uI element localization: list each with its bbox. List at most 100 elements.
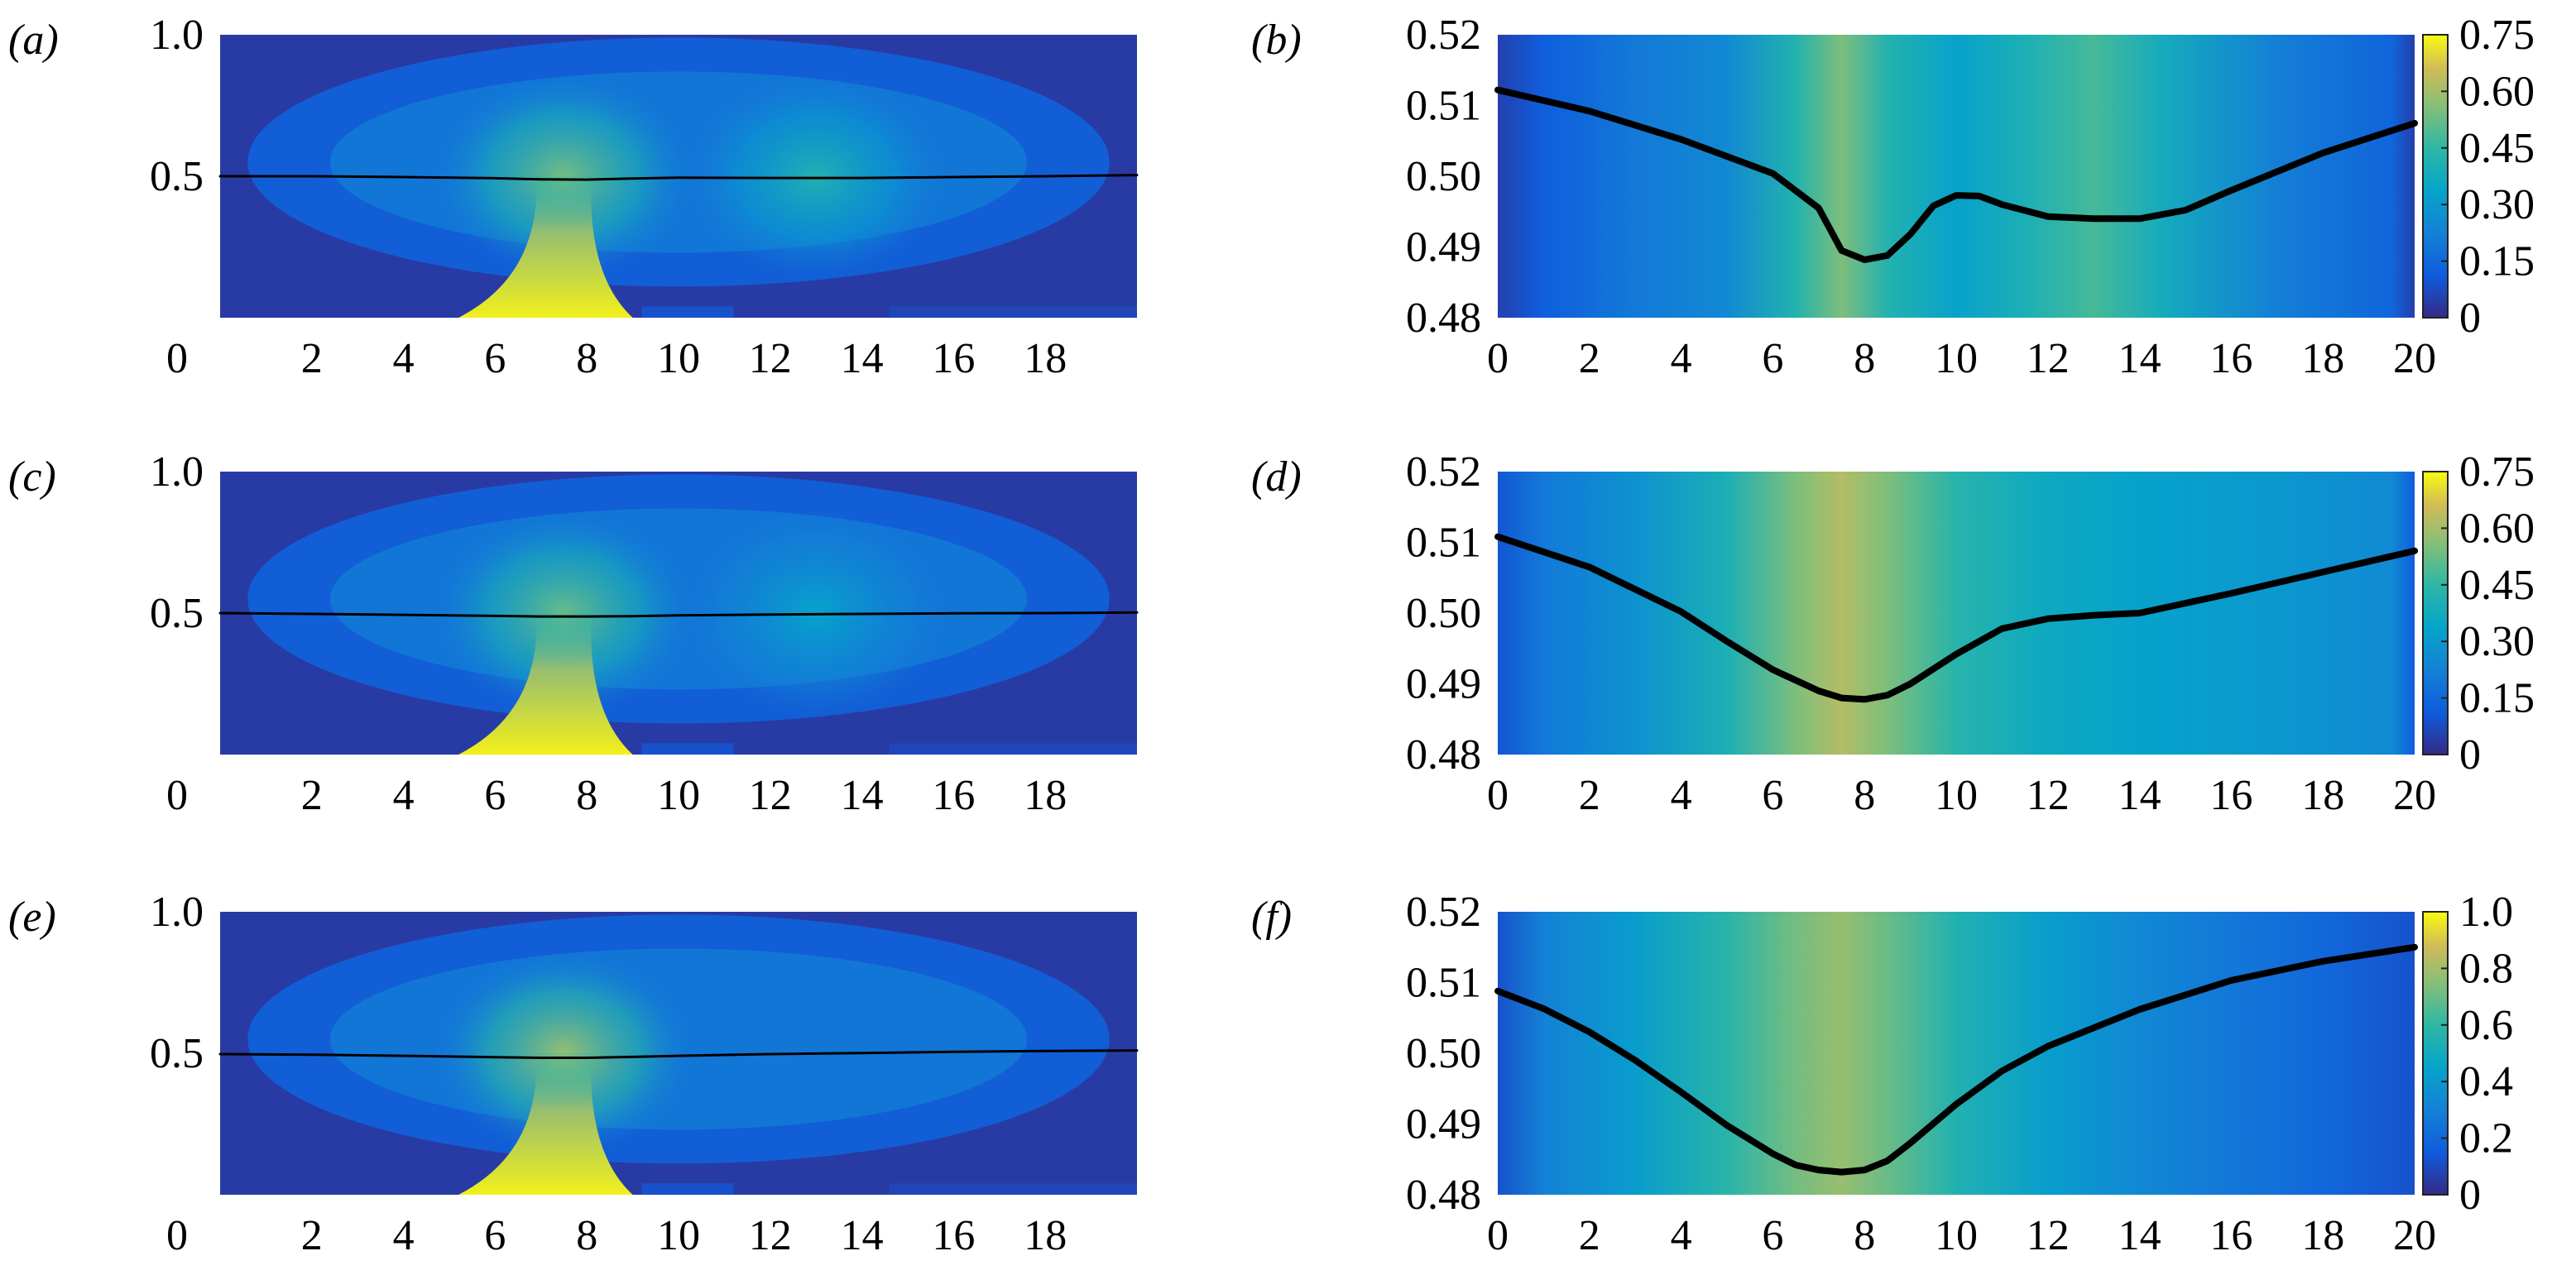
y-tick-label: 0.50	[1406, 1030, 1481, 1077]
x-tick-label: 2	[301, 772, 323, 819]
x-axis: 0 2 4 6 8 10 12 14 16 18	[166, 772, 1067, 819]
x-tick-label: 14	[841, 1212, 884, 1259]
x-tick-label: 4	[393, 335, 415, 382]
x-tick-label: 8	[576, 335, 597, 382]
interface-curve	[218, 611, 1139, 618]
panel-label: (c)	[8, 453, 56, 501]
bottom-strip	[641, 743, 734, 755]
x-tick-label: 8	[1854, 1212, 1875, 1259]
x-tick-label: 16	[932, 335, 975, 382]
y-tick-label: 0.52	[1406, 448, 1481, 496]
x-tick-label: 4	[1671, 1212, 1692, 1259]
x-tick-label: 10	[657, 772, 700, 819]
colorbar-tick-label: 0	[2459, 295, 2481, 342]
interface-curve	[1494, 533, 2418, 703]
colorbar: 0 0.2 0.4 0.6 0.8 1.0	[2422, 889, 2513, 1219]
y-tick-label: 0.51	[1406, 520, 1481, 567]
x-tick-label: 20	[2393, 772, 2436, 819]
x-tick-label: 2	[1579, 335, 1600, 382]
x-tick-label: 12	[2027, 335, 2070, 382]
x-tick-label: 14	[841, 335, 884, 382]
x-tick-label: 10	[1935, 772, 1978, 819]
x-tick-label: 8	[576, 1212, 597, 1259]
y-axis: 0.5 1.0	[150, 12, 204, 200]
x-tick-label: 6	[484, 772, 506, 819]
y-tick-label: 1.0	[150, 448, 204, 496]
panel-label: (d)	[1251, 453, 1302, 501]
colorbar-ramp	[2422, 34, 2449, 319]
x-tick-label: 18	[1024, 1212, 1067, 1259]
x-tick-label: 8	[1854, 772, 1875, 819]
colorbar-tick-label: 0.45	[2459, 562, 2535, 609]
x-tick-label: 6	[1762, 772, 1783, 819]
x-tick-label: 4	[1671, 772, 1692, 819]
x-tick-label: 4	[393, 1212, 415, 1259]
x-tick-label: 4	[1671, 335, 1692, 382]
y-tick-label: 0.5	[150, 590, 204, 637]
x-tick-label: 10	[1935, 335, 1978, 382]
x-tick-label: 6	[1762, 1212, 1783, 1259]
x-axis: 0 2 4 6 8 10 12 14 16 18 20	[1487, 772, 2436, 819]
panel-f: 00.20.40.60.81.00 2 4 6 8 10 12 14 16 18 200.480.4…	[1251, 889, 2513, 1259]
x-tick-label: 0	[166, 1212, 188, 1259]
x-axis: 0 2 4 6 8 10 12 14 16 18	[166, 335, 1067, 382]
x-tick-label: 12	[749, 1212, 792, 1259]
x-tick-label: 20	[2393, 335, 2436, 382]
x-tick-label: 0	[1487, 772, 1509, 819]
bottom-strip	[889, 743, 1137, 755]
x-tick-label: 18	[2301, 1212, 2344, 1259]
y-tick-label: 0.49	[1406, 661, 1481, 708]
x-tick-label: 18	[1024, 335, 1067, 382]
x-tick-label: 10	[657, 1212, 700, 1259]
x-tick-label: 2	[301, 335, 323, 382]
bottom-strip	[889, 1183, 1137, 1195]
jet-column	[458, 176, 633, 318]
x-tick-label: 6	[484, 335, 506, 382]
colorbar-tick-label: 0.8	[2459, 945, 2513, 992]
colorbar-tick-label: 0.15	[2459, 675, 2535, 722]
x-tick-label: 0	[166, 335, 188, 382]
colorbar-tick-label: 0.75	[2459, 448, 2535, 496]
jet-column	[458, 613, 633, 755]
panel-c: 0 2 4 6 8 10 12 14 16 18 0.5 1.0 (c)	[8, 448, 1139, 819]
y-tick-label: 1.0	[150, 889, 204, 936]
y-tick-label: 1.0	[150, 12, 204, 59]
colorbar-tick-label: 0.60	[2459, 505, 2535, 552]
panel-a: 0 2 4 6 8 10 12 14 16 18 0.5 1.0 (a)	[8, 12, 1139, 382]
interface-curve	[218, 174, 1139, 181]
bottom-strip	[641, 1183, 734, 1195]
interface-curve	[218, 1049, 1139, 1059]
y-tick-label: 0.51	[1406, 960, 1481, 1007]
x-axis: 0 2 4 6 8 10 12 14 16 18 20	[1487, 1212, 2436, 1259]
colorbar-tick-label: 0.2	[2459, 1115, 2513, 1162]
colorbar-ramp	[2422, 911, 2449, 1196]
panel-label: (f)	[1251, 894, 1292, 941]
y-tick-label: 0.51	[1406, 83, 1481, 130]
bottom-strip	[889, 306, 1137, 318]
field-background	[1498, 472, 2415, 755]
y-tick-label: 0.5	[150, 1030, 204, 1077]
y-axis: 0.48 0.49 0.50 0.51 0.52	[1406, 889, 1481, 1219]
x-tick-label: 16	[2209, 772, 2252, 819]
x-tick-label: 8	[1854, 335, 1875, 382]
x-tick-label: 0	[166, 772, 188, 819]
x-axis: 0 2 4 6 8 10 12 14 16 18 20	[1487, 335, 2436, 382]
colorbar-tick-label: 0.60	[2459, 68, 2535, 115]
y-axis: 0.5 1.0	[150, 889, 204, 1077]
colorbar-tick-label: 0	[2459, 731, 2481, 779]
panel-d: 0 0.15 0.30 0.45 0.60 0.75 0 2 4 6 8 10 12 14 16 18 20 0.…	[1251, 448, 2535, 819]
x-tick-label: 14	[841, 772, 884, 819]
x-tick-label: 14	[2118, 1212, 2161, 1259]
x-tick-label: 14	[2118, 772, 2161, 819]
field-layers	[247, 37, 1137, 318]
y-tick-label: 0.48	[1406, 1172, 1481, 1219]
y-tick-label: 0.52	[1406, 889, 1481, 936]
y-tick-label: 0.52	[1406, 12, 1481, 59]
y-axis: 0.48 0.49 0.50 0.51 0.52	[1406, 448, 1481, 779]
x-tick-label: 18	[2301, 335, 2344, 382]
y-tick-label: 0.49	[1406, 224, 1481, 271]
colorbar-tick-label: 0.30	[2459, 618, 2535, 665]
colorbar-ramp	[2422, 471, 2449, 755]
bottom-strip	[641, 306, 734, 318]
